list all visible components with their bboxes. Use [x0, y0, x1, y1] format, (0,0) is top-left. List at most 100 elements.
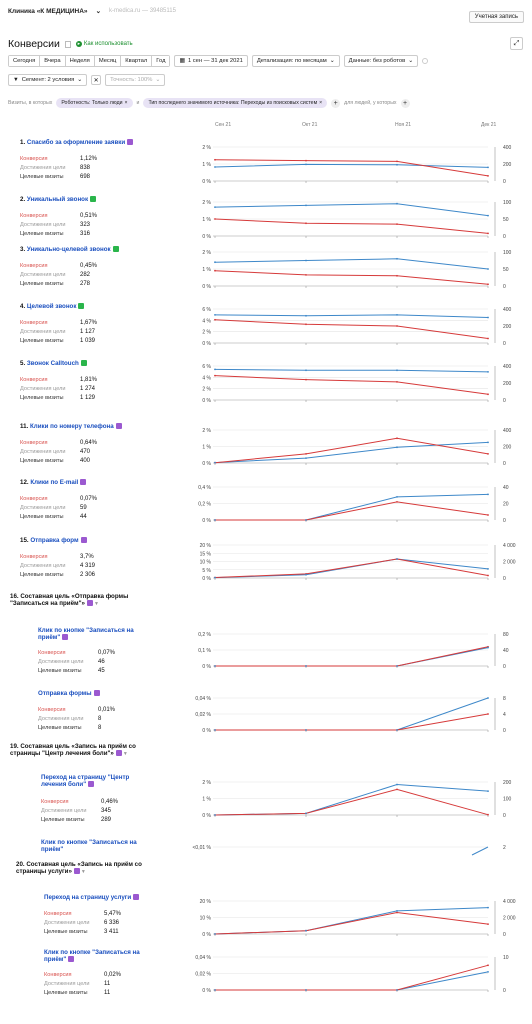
metric-label: Целевые визиты [44, 990, 88, 996]
goal-title[interactable]: Отправка форм [30, 537, 79, 544]
goal-title[interactable]: Уникальный звонок [26, 196, 89, 203]
detail-dropdown[interactable]: Детализация: по месяцам ⌄ [251, 55, 340, 67]
accuracy-dropdown[interactable]: Точность: 100% ⌄ [105, 74, 166, 86]
y-tick-right: 0 [503, 179, 506, 185]
goal-title[interactable]: Отправка формы [38, 690, 92, 697]
goal-type-icon [68, 956, 75, 963]
goal-name-10[interactable]: Отправка формы [38, 690, 148, 697]
close-icon[interactable]: × [124, 100, 128, 106]
counter-id: k-medica.ru — 39485115 [109, 8, 176, 14]
calendar-icon: ▦ [179, 58, 185, 64]
segment-button[interactable]: ▼ Сегмент: 2 условия ⌄ [8, 74, 88, 86]
y-tick-left: 0,4 % [198, 485, 211, 491]
goal-name-2[interactable]: 2. Уникальный звонок [20, 196, 200, 203]
period-yesterday[interactable]: Вчера [40, 56, 66, 66]
goal-name-5[interactable]: 5. Звонок Calltouch [20, 360, 200, 367]
composite-goal-2[interactable]: 19. Составная цель «Запись на приём со с… [10, 743, 136, 757]
conversion-point [305, 323, 307, 326]
goal-name-11[interactable]: Переход на страницу "Центр лечения боли" [41, 774, 151, 788]
period-year[interactable]: Год [152, 56, 170, 66]
visits-point [487, 371, 489, 373]
filter-chip-robots[interactable]: Роботность: Только люди × [56, 98, 133, 108]
data-dropdown[interactable]: Данные: без роботов ⌄ [343, 55, 419, 67]
y-tick-right: 2 000 [503, 916, 516, 922]
y-tick-right: 0 [503, 518, 506, 524]
goal-type-icon [115, 423, 122, 430]
visits-point [396, 558, 398, 560]
y-tick-left: 10 % [200, 560, 212, 566]
bookmark-icon[interactable] [64, 40, 71, 48]
y-tick-left: 0 % [202, 284, 211, 290]
visits-point [305, 929, 307, 932]
chevron-down-icon[interactable]: ⌄ [95, 8, 102, 15]
metric-value: 323 [80, 222, 91, 228]
goal-name-8[interactable]: 15. Отправка форм [20, 537, 200, 544]
close-icon[interactable]: × [319, 100, 323, 106]
y-tick-left: 0,04 % [195, 696, 211, 702]
goal-title[interactable]: Клик по кнопке "Записаться на приём" [44, 949, 140, 963]
date-range-button[interactable]: ▦ 1 сен — 31 дек 2021 [174, 55, 248, 67]
goal-title[interactable]: Клик по кнопке "Записаться на приём" [38, 627, 134, 641]
metric-value: 470 [80, 449, 91, 455]
goal-title[interactable]: Уникально-целевой звонок [26, 246, 111, 253]
visits-point [214, 576, 216, 579]
add-people-filter-icon[interactable]: + [400, 98, 410, 108]
goal-title[interactable]: Клики по номеру телефона [29, 423, 114, 430]
visits-point [305, 369, 307, 372]
goal-name-6[interactable]: 11. Клики по номеру телефона [20, 423, 200, 430]
y-tick-left: 0,2 % [198, 632, 211, 638]
conversion-point [396, 437, 398, 440]
period-week[interactable]: Неделя [65, 56, 95, 66]
goal-title[interactable]: Спасибо за оформление заявки [26, 139, 126, 146]
visits-line [214, 258, 489, 270]
y-tick-right: 4 000 [503, 899, 516, 905]
goal-title[interactable]: Клики по E-mail [30, 479, 79, 486]
expand-icon[interactable]: ⤢ [510, 37, 523, 50]
goal-title[interactable]: Переход на страницу услуги [44, 894, 132, 901]
filter-chip-source[interactable]: Тип последнего значимого источника: Пере… [143, 98, 328, 108]
goal-name-1[interactable]: 1. Спасибо за оформление заявки [20, 139, 200, 146]
conversion-point [396, 788, 398, 791]
clear-segment-icon[interactable]: ✕ [91, 75, 102, 85]
goal-name-7[interactable]: 12. Клики по E-mail [20, 479, 200, 486]
visits-point [396, 729, 398, 731]
metric-value: 0,07% [80, 496, 98, 502]
toolbar: Сегодня Вчера Неделя Месяц Квартал Год ▦… [8, 55, 429, 67]
goal-type-icon [80, 360, 87, 367]
goal-name-4[interactable]: 4. Целевой звонок [20, 303, 200, 310]
composite-goal-1[interactable]: 16. Составная цель «Отправка формы "Запи… [10, 593, 129, 607]
conversion-point [396, 381, 398, 383]
conversion-line [215, 646, 489, 667]
visits-point [305, 665, 307, 667]
metric-value: 11 [104, 981, 111, 987]
composite-goal-3[interactable]: 20. Составная цель «Запись на приём со с… [16, 861, 142, 875]
period-month[interactable]: Месяц [94, 56, 122, 66]
counter-name[interactable]: Клиника «К МЕДИЦИНА» [8, 7, 88, 15]
metric-label: Достижения цели [20, 165, 66, 171]
goal-title[interactable]: Звонок Calltouch [26, 360, 79, 367]
goal-number: 4. [20, 303, 27, 310]
goal-title[interactable]: Переход на страницу "Центр лечения боли" [41, 774, 130, 788]
metric-label: Конверсия [20, 440, 48, 446]
y-tick-left: 0 % [202, 518, 211, 524]
goal-name-13[interactable]: Клик по кнопке "Записаться на приём" [44, 949, 154, 963]
account-button[interactable]: Учетная запись [468, 11, 524, 23]
partial-goal-name[interactable]: Клик по кнопке "Записаться на приём" [41, 839, 137, 853]
period-today[interactable]: Сегодня [9, 56, 41, 66]
goal-name-12[interactable]: Переход на страницу услуги [44, 894, 154, 901]
period-quarter[interactable]: Квартал [121, 56, 153, 66]
goal-name-9[interactable]: Клик по кнопке "Записаться на приём" [38, 627, 148, 641]
help-icon[interactable] [422, 58, 429, 64]
y-tick-right: 100 [503, 797, 512, 803]
y-tick-left: 6 % [202, 307, 211, 313]
add-filter-icon[interactable]: + [331, 98, 341, 108]
howto-link[interactable]: ▸ Как использовать [75, 41, 133, 47]
conversion-line [214, 558, 489, 578]
conversion-line [214, 270, 489, 285]
goal-name-3[interactable]: 3. Уникально-целевой звонок [20, 246, 200, 253]
goal-title[interactable]: Целевой звонок [26, 303, 77, 310]
visits-line [214, 368, 489, 373]
visits-line [214, 163, 489, 168]
metric-label: Конверсия [41, 799, 69, 805]
metric-label: Достижения цели [20, 222, 66, 228]
